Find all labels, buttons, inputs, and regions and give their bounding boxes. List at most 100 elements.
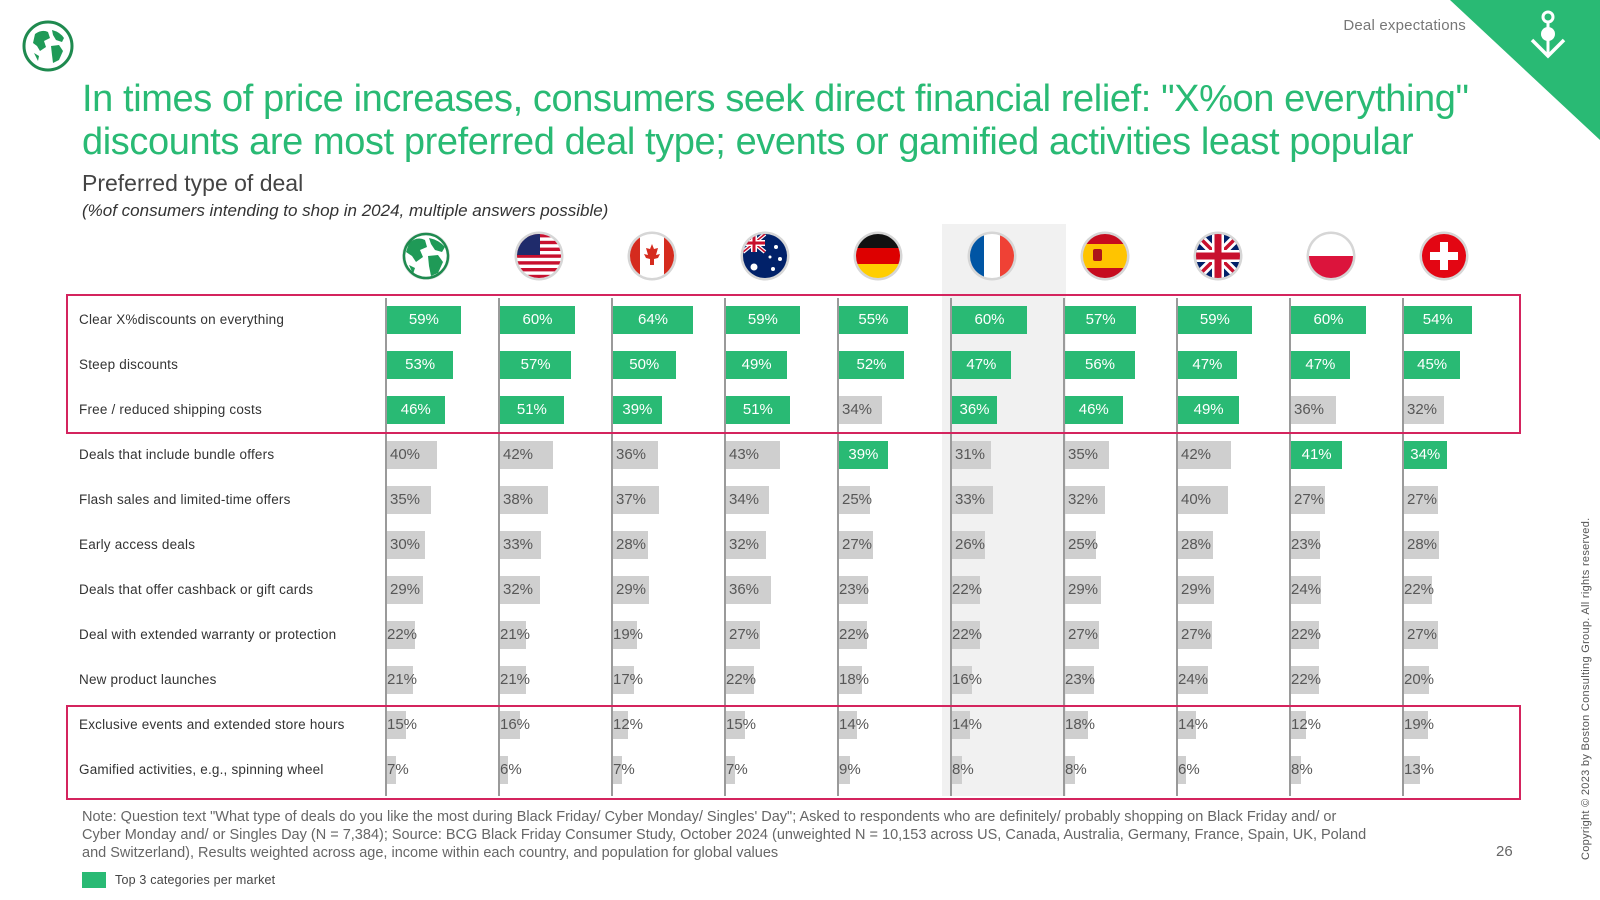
row-label: Clear X%discounts on everything — [79, 312, 285, 327]
bar: 32% — [1404, 396, 1444, 424]
bar: 32% — [1065, 486, 1105, 514]
row-label: Early access deals — [79, 537, 196, 552]
bar: 27% — [1291, 486, 1325, 514]
bar: 27% — [1065, 621, 1099, 649]
bar: 27% — [726, 621, 760, 649]
bar: 27% — [839, 531, 873, 559]
row-label: Deals that include bundle offers — [79, 447, 275, 462]
australia-flag-icon — [740, 231, 790, 281]
legend-swatch-top3 — [82, 872, 106, 888]
bar: 16% — [952, 666, 982, 694]
bar: 24% — [1291, 576, 1321, 604]
bar: 29% — [1065, 576, 1102, 604]
chart-subtitle: Preferred type of deal — [82, 170, 304, 196]
bar-top3: 50% — [613, 351, 676, 379]
bar: 33% — [952, 486, 994, 514]
bar: 22% — [1404, 576, 1434, 604]
footnote-line-3: and Switzerland), Results weighted acros… — [82, 845, 779, 861]
bar-top3: 34% — [1404, 441, 1447, 469]
legend-label-top3: Top 3 categories per market — [115, 873, 276, 887]
bar-top3: 60% — [952, 306, 1027, 334]
bar: 36% — [726, 576, 771, 604]
bar: 17% — [613, 666, 643, 694]
switzerland-flag-icon — [1419, 231, 1469, 281]
bar-top3: 59% — [726, 306, 800, 334]
row-label: Gamified activities, e.g., spinning whee… — [79, 762, 324, 777]
bar: 27% — [1178, 621, 1212, 649]
bar-top3: 53% — [387, 351, 454, 379]
bar: 22% — [387, 621, 417, 649]
bar: 37% — [613, 486, 660, 514]
bar-top3: 64% — [613, 306, 693, 334]
bar-top3: 45% — [1404, 351, 1461, 379]
market-axis-line — [1063, 298, 1065, 796]
globe-flag-icon — [402, 232, 450, 280]
bar-top3: 39% — [613, 396, 662, 424]
market-axis-line — [385, 298, 387, 796]
us-flag-icon — [514, 231, 564, 281]
bar-top3: 36% — [952, 396, 997, 424]
bar: 36% — [1291, 396, 1336, 424]
poland-flag-icon — [1306, 231, 1356, 281]
bar: 22% — [952, 621, 982, 649]
footnote-line-1: Note: Question text "What type of deals … — [82, 809, 1337, 825]
bar: 29% — [1178, 576, 1215, 604]
bar: 28% — [1404, 531, 1439, 559]
bar-top3: 59% — [387, 306, 461, 334]
market-axis-line — [950, 298, 952, 796]
bar: 34% — [839, 396, 882, 424]
bar: 27% — [1404, 621, 1438, 649]
bar: 22% — [839, 621, 869, 649]
bar: 21% — [387, 666, 417, 694]
canada-flag-icon — [627, 231, 677, 281]
row-label: New product launches — [79, 672, 217, 687]
bar: 32% — [500, 576, 540, 604]
bar: 18% — [839, 666, 869, 694]
bar: 20% — [1404, 666, 1434, 694]
bar-top3: 56% — [1065, 351, 1135, 379]
bar-top3: 49% — [1178, 396, 1240, 424]
market-axis-line — [498, 298, 500, 796]
market-axis-line — [724, 298, 726, 796]
globe-logo-icon — [22, 20, 74, 72]
bar: 18% — [1065, 711, 1095, 739]
market-axis-line — [611, 298, 613, 796]
market-axis-line — [1176, 298, 1178, 796]
footnote: Note: Question text "What type of deals … — [82, 808, 1540, 862]
bar-top3: 51% — [500, 396, 564, 424]
bar-top3: 46% — [1065, 396, 1123, 424]
page-title: In times of price increases, consumers s… — [82, 78, 1542, 164]
page-number: 26 — [1496, 843, 1513, 860]
top-box-highlight — [66, 294, 1521, 434]
bar-top3: 60% — [500, 306, 575, 334]
section-label: Deal expectations — [1343, 17, 1466, 34]
bar: 25% — [1065, 531, 1098, 559]
bar-top3: 47% — [1178, 351, 1237, 379]
bar: 40% — [387, 441, 437, 469]
bar: 21% — [500, 621, 530, 649]
bottom-box-highlight — [66, 705, 1521, 800]
bar: 34% — [726, 486, 769, 514]
title-line-1: In times of price increases, consumers s… — [82, 78, 1469, 120]
row-label: Deal with extended warranty or protectio… — [79, 627, 337, 642]
uk-flag-icon — [1193, 231, 1243, 281]
copyright-notice: Copyright © 2023 by Boston Consulting Gr… — [1580, 517, 1592, 861]
bar: 35% — [387, 486, 431, 514]
row-label: Steep discounts — [79, 357, 179, 372]
bar: 35% — [1065, 441, 1109, 469]
bar-top3: 57% — [1065, 306, 1137, 334]
market-axis-line — [1289, 298, 1291, 796]
bar: 19% — [1404, 711, 1434, 739]
row-label: Flash sales and limited-time offers — [79, 492, 291, 507]
bar-top3: 47% — [1291, 351, 1350, 379]
bar: 43% — [726, 441, 780, 469]
bar-top3: 41% — [1291, 441, 1343, 469]
footnote-line-2: Cyber Monday and/ or Singles Day (N = 7,… — [82, 827, 1367, 843]
bar-top3: 47% — [952, 351, 1011, 379]
bar: 23% — [1291, 531, 1321, 559]
bar-top3: 49% — [726, 351, 788, 379]
row-label: Free / reduced shipping costs — [79, 402, 262, 417]
row-label: Exclusive events and extended store hour… — [79, 717, 345, 732]
market-axis-line — [837, 298, 839, 796]
bar: 23% — [1065, 666, 1095, 694]
